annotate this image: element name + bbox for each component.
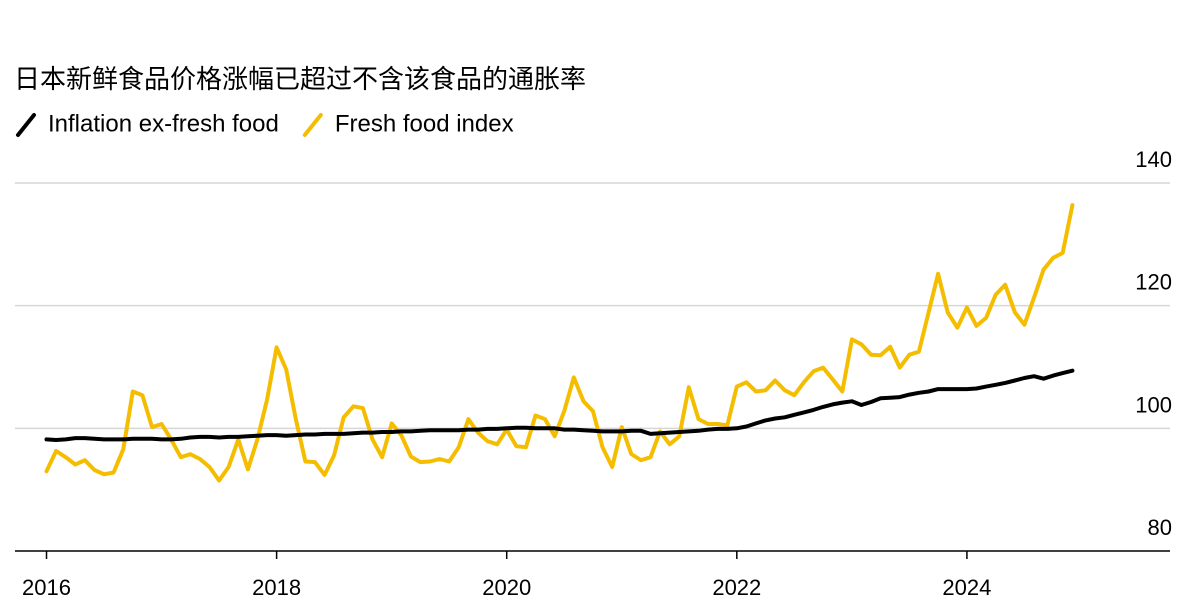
x-tick-label: 2022 bbox=[712, 575, 761, 600]
legend-label: Fresh food index bbox=[335, 110, 514, 137]
legend-swatch bbox=[16, 113, 36, 137]
chart-title: 日本新鲜食品价格涨幅已超过不含该食品的通胀率 bbox=[14, 64, 586, 94]
legend-label: Inflation ex-fresh food bbox=[48, 110, 279, 137]
line-series bbox=[44, 203, 1075, 483]
y-tick-label: 120 bbox=[1135, 270, 1172, 295]
y-tick-label: 140 bbox=[1135, 147, 1172, 172]
line-series bbox=[44, 368, 1075, 442]
y-tick-label: 80 bbox=[1148, 515, 1172, 540]
x-tick-label: 2016 bbox=[22, 575, 71, 600]
x-tick-label: 2024 bbox=[942, 575, 991, 600]
x-tick-label: 2020 bbox=[482, 575, 531, 600]
legend-swatch bbox=[302, 113, 323, 137]
y-tick-label: 100 bbox=[1135, 392, 1172, 417]
x-tick-label: 2018 bbox=[252, 575, 301, 600]
